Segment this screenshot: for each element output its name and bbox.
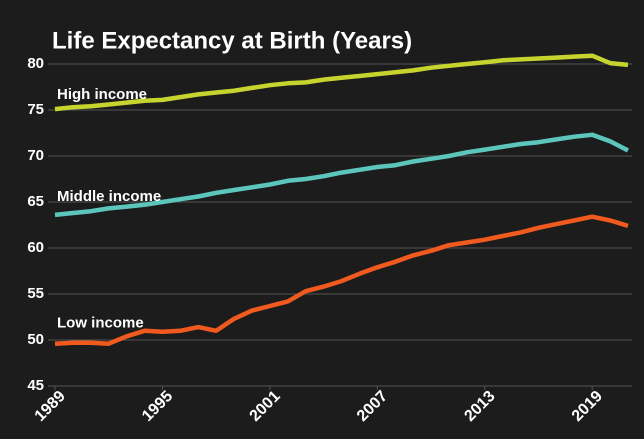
series-label: High income: [57, 86, 147, 103]
y-tick-label: 65: [27, 193, 44, 210]
series-label: Middle income: [57, 188, 161, 205]
chart-title: Life Expectancy at Birth (Years): [52, 27, 412, 54]
line: [54, 53, 629, 112]
series-label: Low income: [57, 315, 144, 332]
y-tick-label: 80: [27, 55, 44, 72]
y-tick-label: 75: [27, 101, 44, 118]
line: [54, 132, 630, 218]
line: [54, 214, 629, 346]
y-tick-label: 45: [27, 377, 44, 394]
y-tick-label: 60: [27, 239, 44, 256]
y-tick-label: 50: [27, 331, 44, 348]
y-tick-label: 70: [27, 147, 44, 164]
y-tick-label: 55: [27, 285, 44, 302]
